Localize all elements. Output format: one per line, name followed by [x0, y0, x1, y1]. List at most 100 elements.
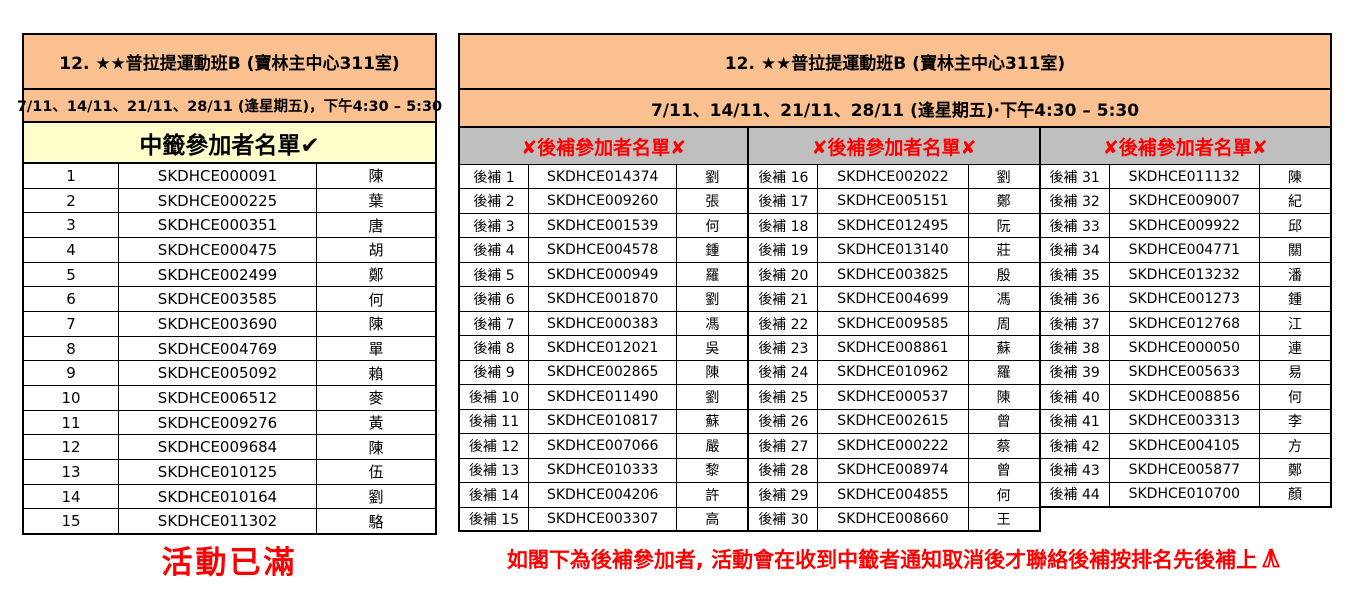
surname-cell: 鍾: [1287, 292, 1302, 309]
surname-cell: 黎: [705, 463, 720, 480]
table-row: 後補 10 SKDHCE011490 劉: [460, 385, 748, 410]
rank-cell: 15: [24, 509, 119, 534]
table-row: 後補 30 SKDHCE008660 王: [749, 507, 1039, 533]
rank-cell: 8: [24, 336, 119, 361]
member-code-cell: SKDHCE010700: [1110, 483, 1260, 506]
waitlist-rank-cell: 後補 4: [460, 238, 529, 262]
table-row: 後補 7 SKDHCE000383 馮: [460, 311, 748, 337]
table-row: 後補 31 SKDHCE011132 陳: [1040, 165, 1330, 190]
surname-cell: 劉: [705, 169, 720, 186]
rank-cell: 1: [24, 164, 119, 188]
member-code-cell: SKDHCE009260: [529, 189, 678, 213]
table-row: 13 SKDHCE010125 伍: [24, 460, 435, 485]
winners-table-schedule: 7/11、14/11、21/11、28/11 (逢星期五)，下午4:30 – 5…: [17, 90, 442, 123]
surname-cell: 劉: [705, 389, 720, 406]
table-row: 後補 26 SKDHCE002615 曾: [749, 409, 1039, 435]
waitlist-rank-cell: 後補 16: [749, 165, 819, 189]
surname-cell: 潘: [1287, 267, 1302, 284]
member-code-cell: SKDHCE001870: [529, 287, 678, 311]
member-code-cell: SKDHCE000949: [529, 262, 678, 287]
waitlist-rows: 後補 1 SKDHCE014374 劉後補 2 SKDHCE009260 張後補 3 SK…: [460, 165, 748, 533]
table-row: 8 SKDHCE004769 單: [24, 336, 435, 362]
member-code-cell: SKDHCE009276: [119, 410, 317, 435]
member-code-cell: SKDHCE003307: [529, 507, 678, 531]
member-code-cell: SKDHCE005151: [818, 189, 969, 213]
surname-cell: 蘇: [996, 341, 1011, 358]
rank-cell: 13: [24, 460, 119, 484]
table-row: 後補 23 SKDHCE008861 蘇: [749, 336, 1039, 361]
surname-cell: 何: [1287, 389, 1302, 406]
table-row: 後補 22 SKDHCE009585 周: [749, 311, 1039, 337]
table-row: 後補 29 SKDHCE004855 何: [749, 483, 1039, 508]
waitlist-column-header: ✘後補參加者名單✘: [1040, 128, 1330, 165]
table-row: 後補 16 SKDHCE002022 劉: [749, 165, 1039, 190]
table-row: 後補 9 SKDHCE002865 陳: [460, 360, 748, 386]
member-code-cell: SKDHCE000225: [119, 188, 317, 213]
waitlist-rows: 後補 16 SKDHCE002022 劉後補 17 SKDHCE005151 鄭後補 1…: [749, 165, 1039, 533]
waitlist-rank-cell: 後補 31: [1041, 165, 1110, 189]
member-code-cell: SKDHCE006512: [119, 386, 317, 410]
surname-cell: 紀: [1287, 194, 1302, 211]
table-row: 7 SKDHCE003690 陳: [24, 312, 435, 337]
surname-cell: 高: [705, 511, 720, 528]
surname-cell: 陳: [1287, 169, 1302, 186]
table-row: 9 SKDHCE005092 賴: [24, 361, 435, 387]
surname-cell: 黃: [368, 414, 384, 433]
table-row: 3 SKDHCE000351 唐: [24, 213, 435, 239]
waitlist-rank-cell: 後補 24: [749, 360, 819, 385]
rank-cell: 3: [24, 213, 119, 238]
waitlist-rank-cell: 後補 11: [460, 409, 529, 434]
table-row: 後補 4 SKDHCE004578 鍾: [460, 238, 748, 263]
table-row: 5 SKDHCE002499 鄭: [24, 262, 435, 288]
table-row: 2 SKDHCE000225 葉: [24, 188, 435, 214]
waitlist-rank-cell: 後補 43: [1041, 458, 1110, 483]
member-code-cell: SKDHCE002865: [529, 360, 678, 385]
surname-cell: 胡: [368, 241, 384, 260]
surname-cell: 陳: [368, 315, 384, 334]
surname-cell: 莊: [996, 243, 1011, 260]
surname-cell: 賴: [368, 364, 384, 383]
waitlist-rank-cell: 後補 33: [1041, 213, 1110, 238]
waitlist-rank-cell: 後補 29: [749, 483, 819, 507]
surname-cell: 蘇: [705, 414, 720, 431]
member-code-cell: SKDHCE010962: [818, 360, 969, 385]
waitlist-rank-cell: 後補 42: [1041, 434, 1110, 458]
member-code-cell: SKDHCE011132: [1110, 165, 1260, 189]
member-code-cell: SKDHCE004855: [818, 483, 969, 507]
surname-cell: 張: [705, 194, 720, 211]
surname-cell: 鄭: [368, 266, 384, 285]
waitlist-rank-cell: 後補 44: [1041, 483, 1110, 506]
table-row: 後補 8 SKDHCE012021 吳: [460, 336, 748, 361]
waitlist-rank-cell: 後補 30: [749, 507, 819, 531]
member-code-cell: SKDHCE005092: [119, 361, 317, 386]
surname-cell: 唐: [368, 216, 384, 235]
table-row: 後補 21 SKDHCE004699 馮: [749, 287, 1039, 312]
member-code-cell: SKDHCE004699: [818, 287, 969, 311]
table-row: 後補 34 SKDHCE004771 關: [1040, 238, 1330, 263]
event-full-note: 活動已滿: [161, 545, 298, 581]
member-code-cell: SKDHCE010164: [119, 484, 317, 509]
rank-cell: 9: [24, 361, 119, 386]
waitlist-rank-cell: 後補 2: [460, 189, 529, 213]
table-row: 4 SKDHCE000475 胡: [24, 238, 435, 263]
table-row: 後補 41 SKDHCE003313 李: [1040, 409, 1330, 435]
surname-cell: 鄭: [1287, 463, 1302, 480]
waitlist-rank-cell: 後補 7: [460, 311, 529, 336]
member-code-cell: SKDHCE010125: [119, 460, 317, 484]
waitlist-rank-cell: 後補 14: [460, 483, 529, 507]
surname-cell: 鄭: [996, 194, 1011, 211]
rank-cell: 7: [24, 312, 119, 336]
waitlist-rank-cell: 後補 25: [749, 385, 819, 409]
member-code-cell: SKDHCE007066: [529, 434, 678, 458]
table-row: 後補 37 SKDHCE012768 江: [1040, 311, 1330, 337]
rank-cell: 5: [24, 262, 119, 287]
waitlist-footer-note: 如閣下為後補參加者, 活動會在收到中籤者通知取消後才聯絡後補按排名先後補上: [458, 544, 1332, 576]
table-row: 後補 17 SKDHCE005151 鄭: [749, 189, 1039, 214]
table-row: 後補 27 SKDHCE000222 蔡: [749, 434, 1039, 459]
surname-cell: 方: [1287, 438, 1302, 455]
waitlist-rank-cell: 後補 15: [460, 507, 529, 531]
waitlist-column-1: ✘後補參加者名單✘ 後補 1 SKDHCE014374 劉後補 2 SKDHCE009…: [458, 128, 750, 533]
table-row: 後補 42 SKDHCE004105 方: [1040, 434, 1330, 459]
member-code-cell: SKDHCE012021: [529, 336, 678, 360]
surname-cell: 吳: [705, 341, 720, 358]
